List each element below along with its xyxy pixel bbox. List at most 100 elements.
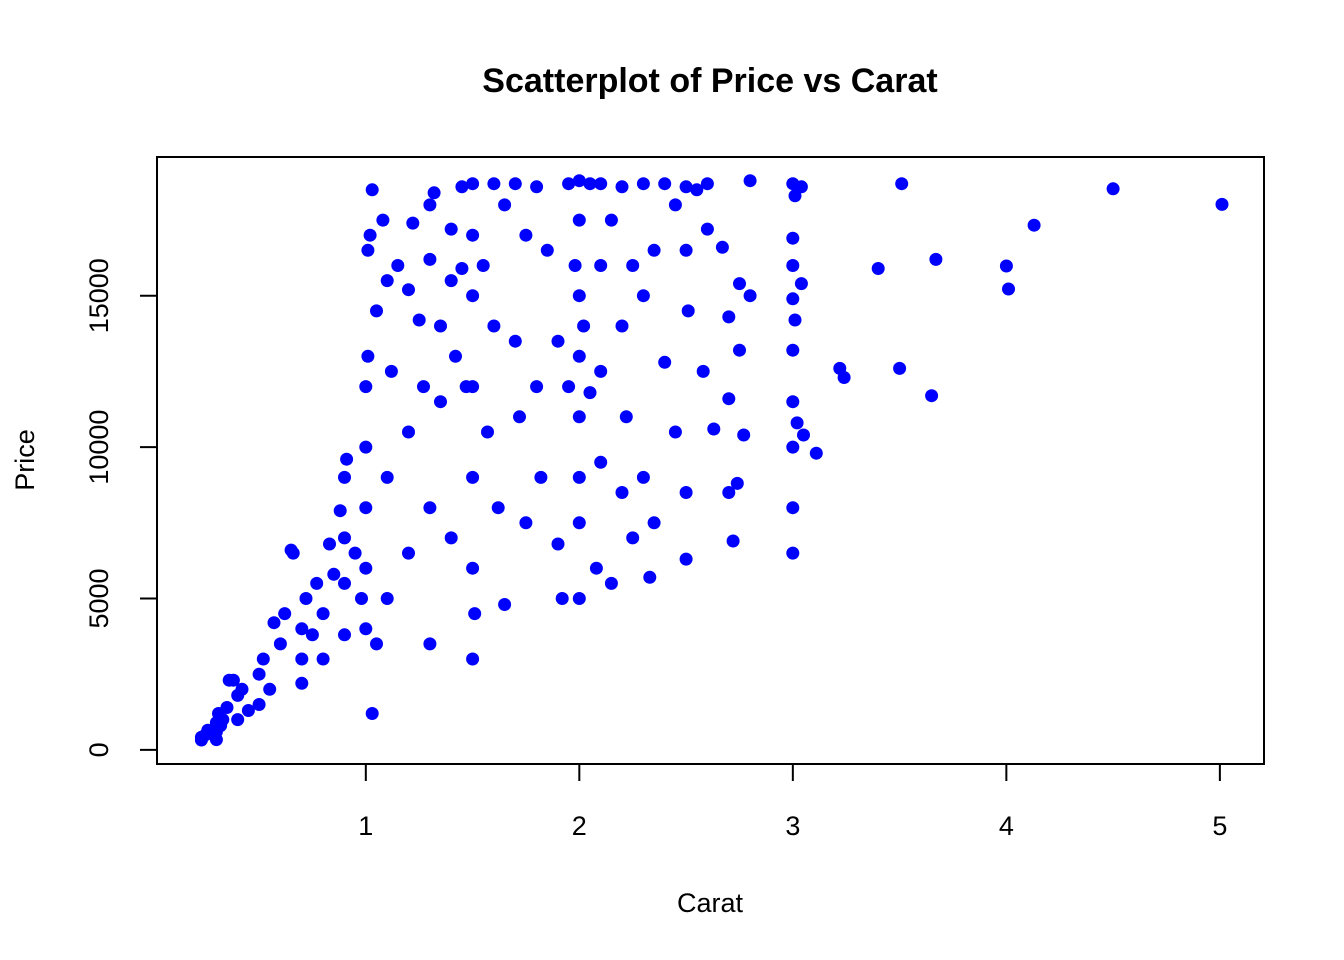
data-point (679, 180, 693, 194)
data-point (572, 349, 586, 363)
data-point (572, 592, 586, 605)
data-point (572, 213, 586, 227)
data-point (1027, 218, 1041, 232)
data-point (338, 628, 351, 642)
data-point (619, 410, 633, 424)
data-point (568, 259, 582, 272)
data-point (733, 343, 746, 357)
data-point (466, 561, 480, 575)
data-point (295, 622, 309, 636)
data-point (286, 546, 300, 560)
data-point (508, 177, 522, 191)
data-point (305, 628, 319, 642)
data-point (323, 537, 336, 551)
data-point (220, 701, 234, 714)
data-point (668, 425, 682, 439)
data-point (788, 313, 802, 327)
data-point (444, 531, 458, 545)
data-point (743, 174, 757, 188)
data-point (449, 349, 462, 363)
data-point (690, 183, 704, 197)
data-point (643, 570, 657, 584)
data-point (572, 174, 586, 188)
chart-title: Scatterplot of Price vs Carat (482, 62, 937, 100)
data-point (681, 304, 695, 318)
data-point (999, 259, 1013, 273)
data-point (1106, 182, 1120, 196)
data-point (604, 213, 618, 227)
data-point (402, 546, 415, 560)
data-point (412, 313, 426, 327)
data-point (658, 177, 672, 191)
data-point (626, 259, 640, 272)
data-point (594, 455, 608, 469)
x-tick-label: 5 (1212, 811, 1227, 841)
data-point (380, 592, 394, 605)
data-point (700, 222, 714, 236)
data-point (1215, 197, 1229, 211)
data-point (797, 428, 810, 442)
data-point (562, 177, 576, 191)
data-point (679, 243, 693, 257)
data-point (809, 446, 823, 460)
data-point (519, 516, 533, 530)
data-point (895, 177, 909, 191)
data-point (551, 537, 565, 551)
data-point (361, 243, 375, 257)
data-point (572, 470, 586, 484)
data-point (786, 292, 800, 306)
data-point (365, 707, 379, 720)
data-point (252, 667, 266, 681)
plot-frame (156, 156, 1265, 765)
data-point (647, 516, 661, 530)
data-point (491, 501, 505, 515)
data-point (216, 713, 230, 727)
data-point (423, 252, 437, 266)
data-point (583, 386, 597, 400)
data-point (361, 349, 375, 363)
data-point (737, 428, 751, 442)
data-point (786, 343, 800, 357)
data-point (487, 319, 501, 333)
data-point (384, 364, 398, 378)
data-point (338, 576, 351, 590)
data-point (589, 561, 603, 575)
data-point (370, 637, 383, 651)
data-point (295, 652, 309, 666)
data-point (540, 243, 554, 257)
data-point (417, 380, 430, 394)
data-point (786, 546, 800, 560)
data-point (743, 289, 757, 303)
data-point (636, 177, 650, 191)
data-point (722, 392, 736, 406)
data-point (594, 364, 608, 378)
data-point (444, 274, 458, 288)
data-point (226, 673, 240, 687)
data-point (498, 198, 512, 212)
data-point (636, 470, 650, 484)
y-tick-label: 0 (84, 742, 114, 757)
data-point (530, 180, 544, 194)
data-point (402, 425, 415, 439)
data-point (434, 319, 447, 333)
data-point (726, 534, 740, 548)
data-point (359, 380, 373, 394)
data-point (359, 622, 373, 636)
data-point (380, 274, 394, 288)
y-axis: 0 5000 10000 15000 (84, 258, 158, 757)
data-points (194, 174, 1229, 747)
data-point (310, 576, 324, 590)
data-point (466, 228, 480, 242)
data-point (513, 410, 526, 424)
data-point (365, 183, 379, 197)
data-point (423, 198, 437, 212)
data-point (406, 216, 420, 230)
data-point (466, 380, 480, 394)
data-point (871, 262, 885, 275)
data-point (498, 598, 512, 611)
data-point (241, 704, 255, 717)
data-point (423, 501, 437, 515)
data-point (231, 713, 245, 727)
y-axis-label: Price (10, 429, 40, 491)
